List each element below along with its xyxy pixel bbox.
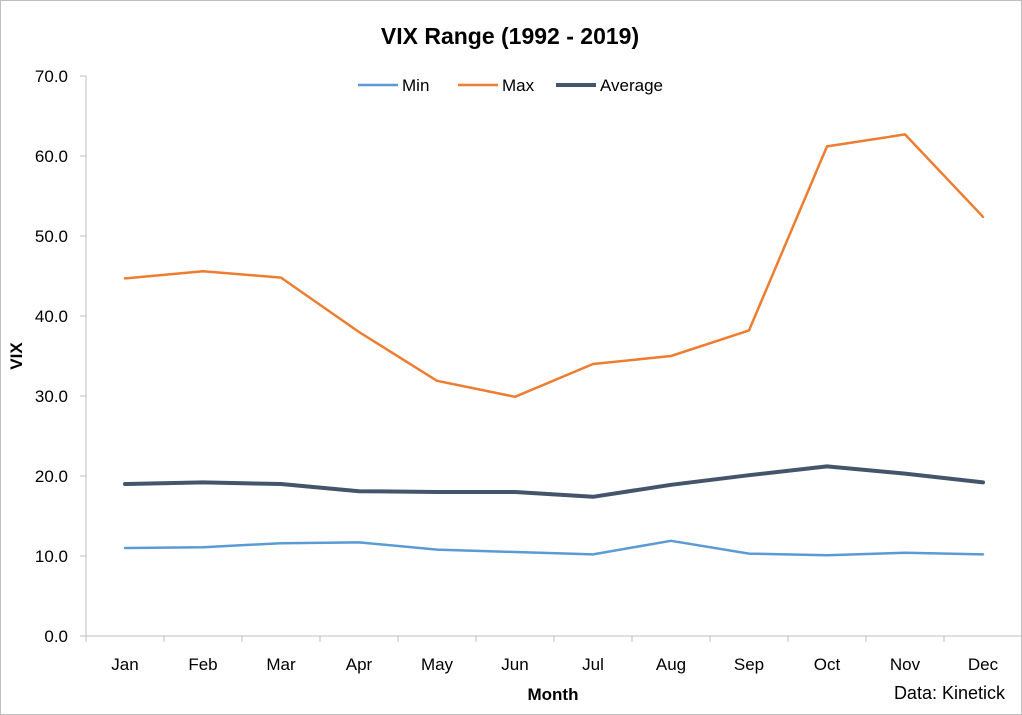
x-tick-label: Jun <box>501 655 528 674</box>
x-tick-label: Aug <box>656 655 686 674</box>
series-lines <box>123 133 985 557</box>
x-tick-label: Mar <box>266 655 296 674</box>
x-tick-label: May <box>421 655 454 674</box>
y-tick-label: 30.0 <box>35 387 68 406</box>
y-tick-label: 40.0 <box>35 307 68 326</box>
series-line-average <box>123 464 985 499</box>
legend-item-min: Min <box>358 76 429 95</box>
x-axis: Jan Feb Mar Apr May Jun Jul Aug Sep Oct Nov Dec <box>85 635 1022 674</box>
y-axis-label: VIX <box>7 342 26 370</box>
x-tick-label: Dec <box>968 655 999 674</box>
plot-area: 0.0 10.0 20.0 30.0 40.0 50.0 60.0 70.0 Jan Feb Ma… <box>35 67 1022 674</box>
legend-item-average: Average <box>556 76 663 95</box>
series-line-min <box>123 539 985 557</box>
series-line-max <box>123 133 985 399</box>
y-tick-label: 20.0 <box>35 467 68 486</box>
y-tick-label: 10.0 <box>35 547 68 566</box>
chart-legend: Min Max Average <box>358 76 663 95</box>
chart-title: VIX Range (1992 - 2019) <box>381 23 639 49</box>
y-axis: 0.0 10.0 20.0 30.0 40.0 50.0 60.0 70.0 <box>35 67 87 646</box>
y-tick-label: 0.0 <box>44 627 68 646</box>
x-tick-label: Jan <box>111 655 138 674</box>
x-axis-label: Month <box>528 685 579 704</box>
y-tick-label: 70.0 <box>35 67 68 86</box>
legend-item-max: Max <box>458 76 535 95</box>
x-tick-label: Apr <box>346 655 373 674</box>
x-tick-label: Sep <box>734 655 764 674</box>
y-tick-label: 50.0 <box>35 227 68 246</box>
x-tick-label: Nov <box>890 655 921 674</box>
x-tick-label: Feb <box>188 655 217 674</box>
data-source-note: Data: Kinetick <box>894 683 1006 703</box>
legend-label: Max <box>502 76 535 95</box>
y-tick-label: 60.0 <box>35 147 68 166</box>
legend-label: Min <box>402 76 429 95</box>
legend-label: Average <box>600 76 663 95</box>
x-tick-label: Oct <box>814 655 841 674</box>
x-tick-label: Jul <box>582 655 604 674</box>
